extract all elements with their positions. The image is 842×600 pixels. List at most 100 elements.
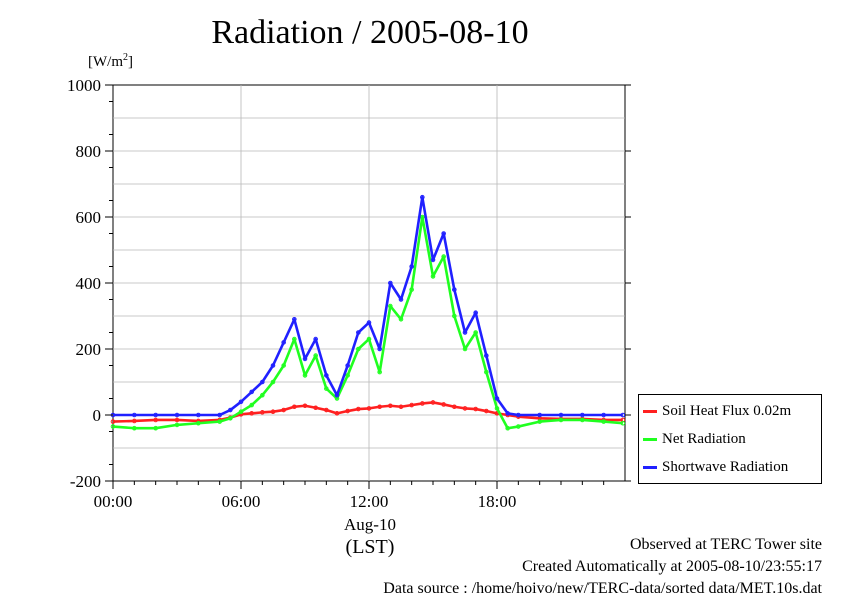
series-point-1 (452, 313, 457, 319)
legend-item-soil-heat-flux: Soil Heat Flux 0.02m (643, 400, 791, 422)
series-point-2 (377, 346, 382, 352)
series-point-0 (281, 407, 286, 413)
y-tick-label: 600 (76, 208, 102, 227)
series-point-0 (153, 417, 158, 423)
footer-created: Created Automatically at 2005-08-10/23:5… (522, 558, 822, 575)
series-point-2 (132, 412, 137, 418)
series-point-1 (620, 420, 626, 426)
series-point-1 (249, 402, 254, 408)
series-point-2 (313, 336, 318, 342)
series-point-2 (409, 264, 414, 269)
footer: Observed at TERC Tower site Created Auto… (383, 534, 822, 600)
series-point-2 (601, 412, 606, 418)
legend: Soil Heat Flux 0.02m Net Radiation Short… (638, 394, 822, 484)
series-point-0 (324, 407, 329, 413)
series-point-0 (484, 408, 489, 414)
y-tick-label: 1000 (67, 76, 101, 95)
series-point-0 (249, 411, 254, 416)
y-tick-label: 800 (76, 142, 102, 161)
series-point-1 (196, 420, 201, 426)
series-point-1 (494, 406, 500, 411)
series-point-1 (292, 336, 297, 342)
legend-swatch-red (643, 409, 657, 413)
series-point-1 (228, 416, 233, 421)
series-point-1 (324, 386, 329, 391)
series-point-2 (292, 317, 297, 322)
series-point-0 (388, 403, 393, 409)
series-point-2 (345, 363, 350, 368)
series-point-1 (580, 417, 585, 423)
y-tick-label: -200 (70, 472, 101, 491)
y-tick-label: 0 (93, 406, 102, 425)
series-point-1 (601, 419, 606, 424)
x-axis-label: Aug-10 (LST) (315, 514, 425, 558)
footer-observed: Observed at TERC Tower site (629, 536, 822, 553)
series-point-1 (484, 369, 489, 375)
series-point-2 (196, 412, 201, 418)
series-layer (110, 194, 626, 431)
chart-title: Radiation / 2005-08-10 (211, 14, 529, 51)
series-point-0 (174, 417, 180, 423)
series-point-2 (505, 411, 510, 416)
series-point-2 (356, 330, 361, 335)
series-point-0 (462, 406, 468, 411)
series-point-2 (153, 412, 158, 418)
series-point-0 (110, 419, 116, 424)
series-point-2 (558, 412, 564, 418)
series-point-0 (345, 408, 350, 414)
series-point-2 (228, 407, 233, 413)
legend-swatch-blue (643, 465, 657, 469)
series-point-2 (249, 389, 254, 395)
series-point-2 (270, 363, 276, 368)
legend-item-shortwave-radiation: Shortwave Radiation (643, 456, 788, 478)
series-point-0 (366, 406, 372, 411)
series-point-2 (473, 310, 478, 316)
series-point-0 (356, 406, 361, 412)
legend-label: Soil Heat Flux 0.02m (662, 402, 792, 419)
series-point-1 (441, 254, 446, 259)
series-point-2 (462, 330, 468, 335)
series-point-2 (620, 412, 626, 418)
legend-swatch-green (643, 437, 657, 441)
series-point-2 (174, 412, 180, 418)
series-point-1 (345, 373, 350, 378)
series-point-2 (260, 379, 265, 385)
series-point-1 (238, 409, 244, 415)
series-point-0 (452, 404, 457, 410)
series-point-1 (110, 424, 116, 429)
series-point-2 (580, 412, 585, 418)
series-point-2 (516, 412, 521, 418)
legend-item-net-radiation: Net Radiation (643, 428, 746, 450)
y-axis-unit: [W/m2] (88, 52, 133, 70)
series-point-1 (153, 425, 158, 431)
series-point-1 (377, 369, 382, 375)
series-point-2 (217, 412, 222, 418)
series-point-0 (313, 405, 318, 411)
series-point-2 (441, 231, 446, 236)
x-axis-timezone: (LST) (345, 536, 395, 558)
legend-label: Net Radiation (662, 430, 746, 447)
series-point-0 (292, 404, 297, 410)
series-point-0 (409, 402, 414, 408)
x-tick-label: 00:00 (94, 492, 133, 511)
series-point-0 (260, 410, 265, 415)
series-point-1 (313, 353, 318, 358)
series-point-1 (174, 422, 180, 428)
series-point-1 (537, 419, 542, 424)
series-point-2 (398, 297, 404, 302)
series-point-1 (398, 317, 404, 322)
series-point-0 (132, 418, 137, 424)
series-point-1 (505, 425, 510, 431)
series-line-2 (113, 195, 623, 417)
series-point-2 (366, 320, 372, 325)
series-point-0 (270, 409, 276, 415)
series-point-0 (473, 406, 478, 412)
series-point-1 (366, 336, 372, 342)
series-point-1 (270, 379, 276, 385)
series-point-2 (238, 399, 244, 405)
series-point-1 (430, 274, 436, 279)
series-point-1 (516, 424, 521, 429)
series-point-2 (334, 392, 340, 398)
series-point-1 (409, 287, 414, 292)
